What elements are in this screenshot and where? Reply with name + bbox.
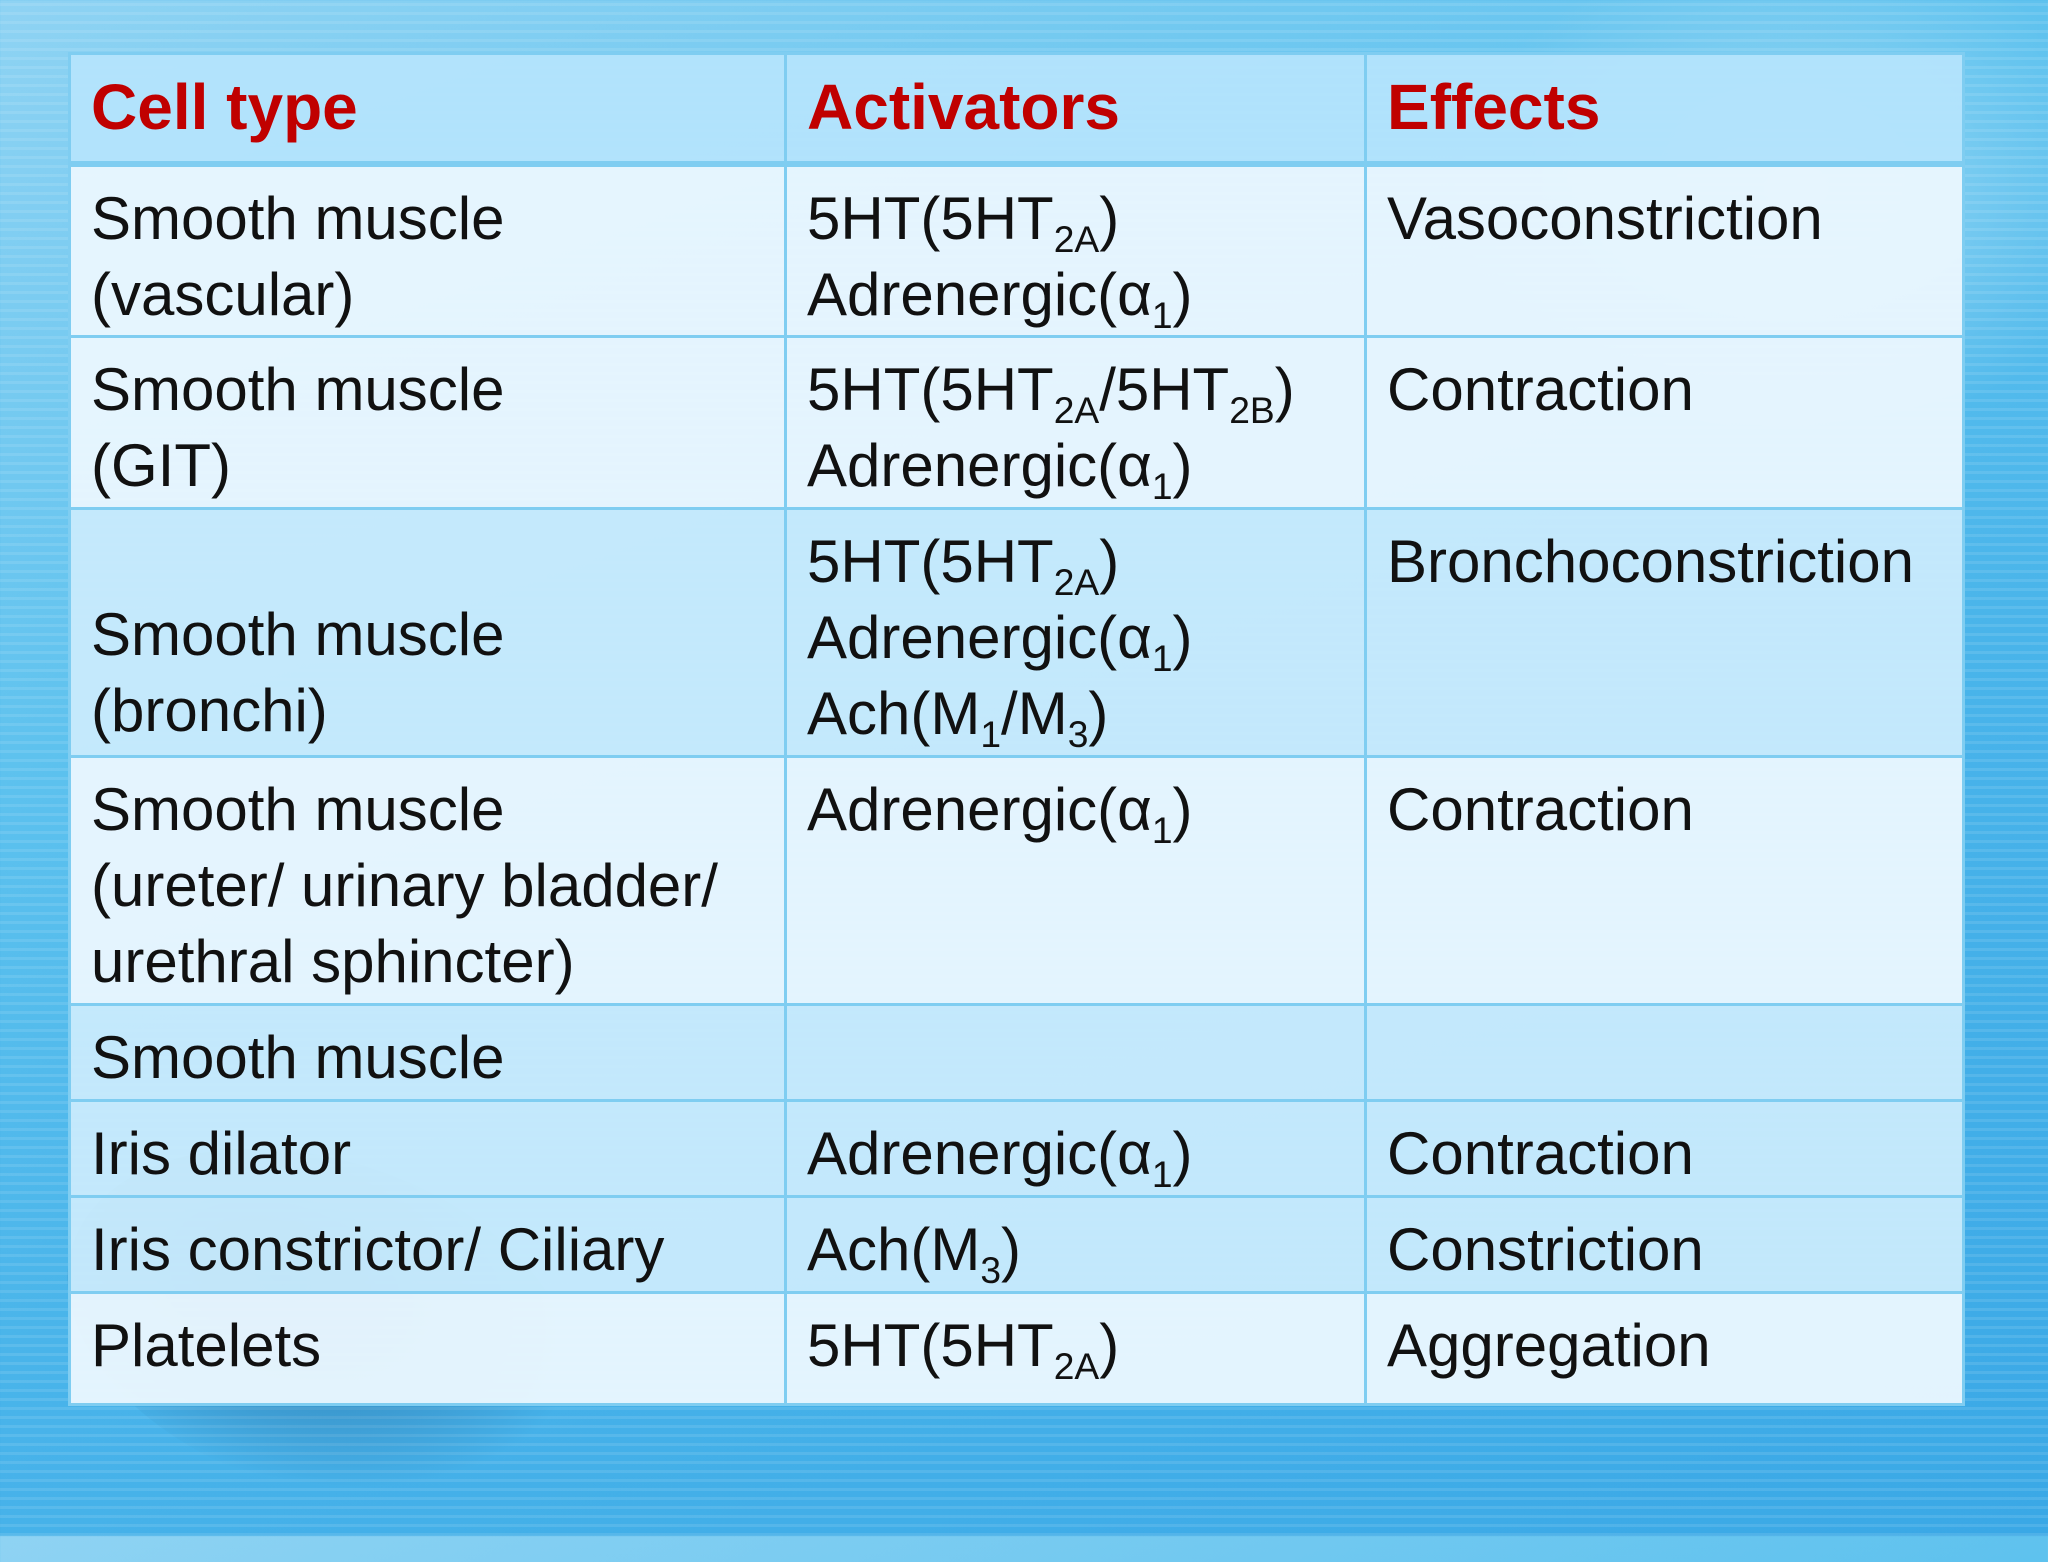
header-effects: Effects	[1364, 52, 1965, 167]
activator-line: Adrenergic(α1)	[807, 261, 1193, 337]
receptor-subscript: 2B	[1229, 388, 1275, 431]
activator-line: Ach(M3)	[807, 1215, 1022, 1291]
receptor-subscript: 2A	[1053, 1344, 1100, 1387]
activator-line: 5HT(5HT2A/5HT2B)	[807, 355, 1295, 431]
cell-type-line: (vascular)	[91, 261, 355, 328]
cell-type-cell: Platelets	[68, 1290, 787, 1406]
activator-line: Adrenergic(α1)	[807, 603, 1193, 679]
effects-cell: Aggregation	[1364, 1290, 1965, 1406]
activator-line: Adrenergic(α1)	[807, 431, 1193, 507]
activators-cell: 5HT(5HT2A/5HT2B) Adrenergic(α1)	[784, 334, 1367, 510]
table-row: Iris dilator Adrenergic(α1) Contraction	[68, 1098, 1965, 1198]
cell-type-line: Smooth muscle	[91, 185, 505, 252]
cell-type-cell: Smooth muscle (GIT)	[68, 334, 787, 510]
effects-cell: Contraction	[1364, 1098, 1965, 1198]
header-row: Cell type Activators Effects	[68, 52, 1965, 167]
activator-line: 5HT(5HT2A)	[807, 185, 1120, 261]
receptor-subscript: 2A	[1053, 560, 1100, 603]
effects-cell: Contraction	[1364, 334, 1965, 510]
receptor-subscript: 2A	[1053, 388, 1100, 431]
receptor-subscript: 3	[980, 1248, 1002, 1291]
activator-line: Adrenergic(α1)	[807, 1119, 1193, 1195]
table-row: Smooth muscle (GIT) 5HT(5HT2A/5HT2B) Adrene…	[68, 334, 1965, 510]
cell-type-cell: Smooth muscle (vascular)	[68, 162, 787, 338]
activators-cell: Adrenergic(α1)	[784, 754, 1367, 1006]
activator-line: 5HT(5HT2A)	[807, 1311, 1120, 1387]
cell-type-line: Smooth muscle	[91, 355, 505, 423]
cell-type-cell: Iris dilator	[68, 1098, 787, 1198]
receptor-subscript: 1	[1151, 808, 1173, 851]
receptor-subscript: 3	[1067, 712, 1089, 755]
cell-type-line: (GIT)	[91, 431, 231, 499]
table-row: Smooth muscle (ureter/ urinary bladder/ur…	[68, 754, 1965, 1006]
receptor-subscript: 1	[1151, 294, 1173, 337]
receptor-table: Cell type Activators Effects Smooth musc…	[68, 52, 1965, 1406]
table-row: Smooth muscle	[68, 1002, 1965, 1102]
table-row: Smooth muscle (bronchi) 5HT(5HT2A) Adrenerg…	[68, 506, 1965, 758]
cell-type-line: Smooth muscle	[91, 600, 505, 668]
cell-type-line: urethral sphincter)	[91, 927, 575, 995]
activators-cell	[784, 1002, 1367, 1102]
receptor-subscript: 1	[1151, 636, 1173, 679]
activators-cell: Adrenergic(α1)	[784, 1098, 1367, 1198]
cell-type-cell: Smooth muscle (ureter/ urinary bladder/ur…	[68, 754, 787, 1006]
effects-cell: Vasoconstriction	[1364, 162, 1965, 338]
cell-type-cell: Iris constrictor/ Ciliary	[68, 1194, 787, 1294]
activator-line: Ach(M1/M3)	[807, 679, 1109, 755]
cell-type-cell: Smooth muscle	[68, 1002, 787, 1102]
table-row: Iris constrictor/ Ciliary Ach(M3) Constric…	[68, 1194, 1965, 1294]
effects-cell: Contraction	[1364, 754, 1965, 1006]
cell-type-line: Smooth muscle	[91, 1023, 505, 1091]
activator-line: Adrenergic(α1)	[807, 775, 1193, 851]
effects-cell	[1364, 1002, 1965, 1102]
header-cell-type: Cell type	[68, 52, 787, 167]
receptor-subscript: 2A	[1053, 218, 1100, 261]
cell-type-cell: Smooth muscle (bronchi)	[68, 506, 787, 758]
receptor-subscript: 1	[1151, 1152, 1173, 1195]
activators-cell: 5HT(5HT2A) Adrenergic(α1)	[784, 162, 1367, 338]
receptor-subscript: 1	[1151, 464, 1173, 507]
cell-type-line: Platelets	[91, 1311, 322, 1379]
cell-type-line: Iris dilator	[91, 1119, 352, 1187]
activator-line: 5HT(5HT2A)	[807, 527, 1120, 603]
receptor-subscript: 1	[980, 712, 1002, 755]
activators-cell: 5HT(5HT2A) Adrenergic(α1) Ach(M1/M3)	[784, 506, 1367, 758]
header-activators: Activators	[784, 52, 1367, 167]
effects-cell: Bronchoconstriction	[1364, 506, 1965, 758]
cell-type-line: (bronchi)	[91, 676, 328, 744]
activators-cell: 5HT(5HT2A)	[784, 1290, 1367, 1406]
table-row: Smooth muscle (vascular) 5HT(5HT2A) Adrener…	[68, 162, 1965, 338]
cell-type-line: Smooth muscle	[91, 775, 505, 843]
effects-cell: Constriction	[1364, 1194, 1965, 1294]
table-row: Platelets 5HT(5HT2A) Aggregation	[68, 1290, 1965, 1406]
cell-type-line: Iris constrictor/ Ciliary	[91, 1215, 665, 1283]
activators-cell: Ach(M3)	[784, 1194, 1367, 1294]
cell-type-line: (ureter/ urinary bladder/	[91, 851, 718, 919]
